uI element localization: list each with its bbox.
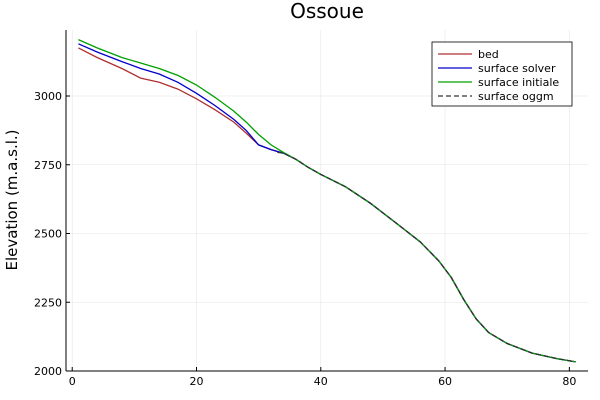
legend-label: bed: [478, 48, 499, 61]
series-lines: [78, 39, 576, 363]
chart-title: Ossoue: [290, 0, 364, 23]
y-tick-label: 2000: [34, 365, 62, 378]
legend-label: surface oggm: [478, 90, 554, 103]
series-line-surface-oggm: [277, 151, 576, 363]
x-tick-label: 40: [314, 375, 328, 388]
legend-box: [431, 41, 573, 107]
x-tick-label: 20: [190, 375, 204, 388]
y-ticks: 2000 2250 2500 2750 3000: [34, 90, 70, 378]
x-tick-label: 0: [69, 375, 76, 388]
y-tick-label: 3000: [34, 90, 62, 103]
legend-label: surface initiale: [478, 76, 559, 89]
y-tick-label: 2750: [34, 159, 62, 172]
x-ticks: 0 20 40 60 80: [69, 367, 576, 388]
legend-label: surface solver: [478, 62, 556, 75]
x-tick-label: 80: [562, 375, 576, 388]
axes: [65, 30, 588, 372]
y-tick-label: 2500: [34, 228, 62, 241]
y-axis-title: Elevation (m.a.s.l.): [3, 129, 21, 270]
y-tick-label: 2250: [34, 296, 62, 309]
x-tick-label: 60: [438, 375, 452, 388]
